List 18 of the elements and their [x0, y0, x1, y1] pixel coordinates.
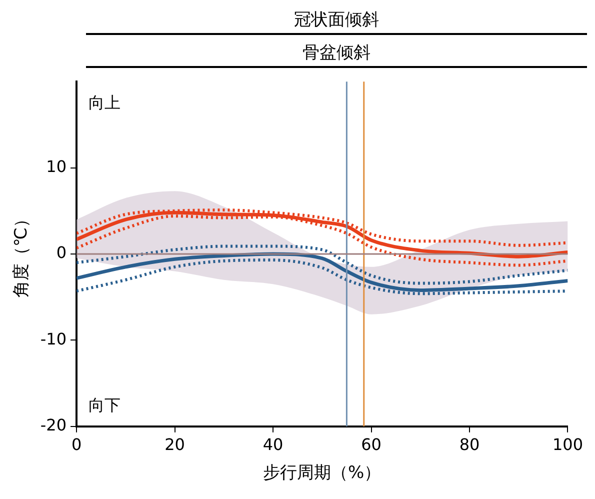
- x-tick-label: 0: [71, 435, 82, 454]
- chart-subtitle: 骨盆倾斜: [86, 41, 587, 68]
- x-tick-label: 20: [164, 435, 185, 454]
- y-tick-label: -10: [40, 329, 67, 348]
- chart-title: 冠状面倾斜: [86, 8, 587, 35]
- annotation: 向下: [88, 396, 121, 415]
- x-tick-label: 80: [459, 435, 480, 454]
- x-axis-title: 步行周期（%）: [263, 463, 382, 484]
- y-axis-title: 角度（℃）: [12, 210, 32, 298]
- line-series: [76, 244, 568, 285]
- y-tick-label: 0: [56, 243, 67, 262]
- y-tick-label: 10: [46, 156, 67, 176]
- x-tick-label: 100: [552, 435, 584, 454]
- x-tick-label: 60: [361, 435, 382, 454]
- annotation: 向上: [88, 92, 121, 112]
- y-tick-label: -20: [40, 416, 67, 435]
- x-tick-label: 40: [262, 435, 284, 454]
- line-series: [76, 214, 568, 267]
